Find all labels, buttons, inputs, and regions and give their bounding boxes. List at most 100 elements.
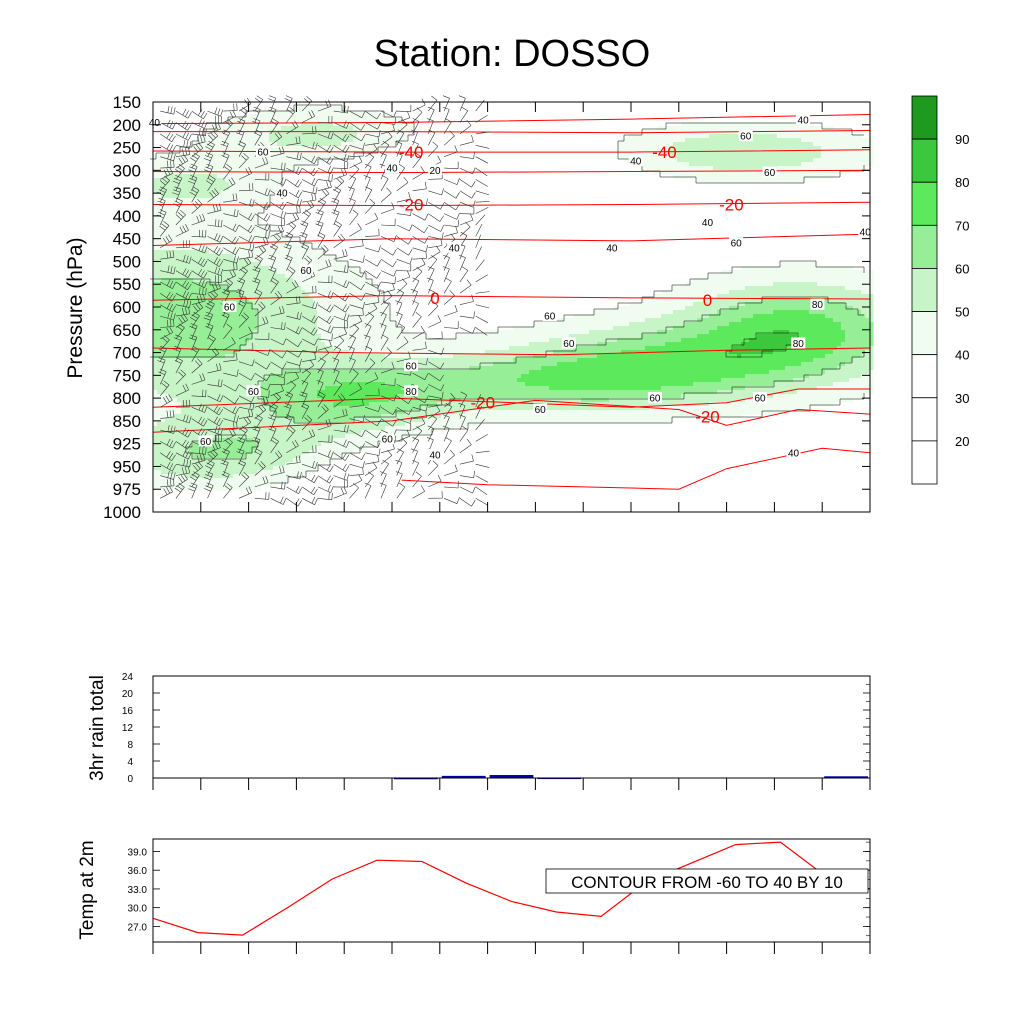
humidity-cell [333, 298, 338, 303]
humidity-cell [225, 458, 230, 463]
humidity-cell [177, 442, 182, 447]
humidity-cell [257, 246, 262, 251]
humidity-cell [165, 274, 170, 279]
humidity-cell [289, 434, 294, 439]
humidity-cell [233, 238, 238, 243]
humidity-cell [393, 414, 398, 419]
humidity-cell [333, 410, 338, 415]
humidity-cell [277, 430, 282, 435]
humidity-cell [245, 446, 250, 451]
humidity-cell [201, 470, 206, 475]
humidity-cell [225, 410, 230, 415]
humidity-cell [201, 370, 206, 375]
humidity-cell [293, 470, 298, 475]
humidity-cell [377, 434, 382, 439]
humidity-cell [169, 334, 174, 339]
humidity-cell [157, 302, 162, 307]
humidity-cell [261, 338, 266, 343]
humidity-cell [169, 214, 174, 219]
humidity-cell [193, 438, 198, 443]
humidity-cell [225, 266, 230, 271]
humidity-cell [281, 438, 286, 443]
humidity-cell [277, 422, 282, 427]
humidity-cell [201, 254, 206, 259]
humidity-cell [329, 366, 334, 371]
humidity-cell [281, 386, 286, 391]
humidity-cell [289, 122, 294, 127]
humidity-cell [357, 370, 362, 375]
humidity-cell [241, 374, 246, 379]
humidity-cell [333, 154, 338, 159]
humidity-cell [229, 310, 234, 315]
humidity-cell [245, 370, 250, 375]
humidity-cell [257, 114, 262, 119]
humidity-cell [269, 242, 274, 247]
humidity-cell [169, 354, 174, 359]
humidity-cell [161, 274, 166, 279]
humidity-cell [337, 434, 342, 439]
humidity-cell [173, 190, 178, 195]
humidity-cell [369, 402, 374, 407]
humidity-cell [289, 390, 294, 395]
humidity-cell [353, 306, 358, 311]
humidity-cell [233, 194, 238, 199]
humidity-cell [377, 382, 382, 387]
humidity-cell [261, 438, 266, 443]
humidity-cell [233, 478, 238, 483]
humidity-cell [153, 198, 158, 203]
humidity-cell [261, 414, 266, 419]
humidity-cell [233, 430, 238, 435]
humidity-cell [169, 254, 174, 259]
humidity-cell [365, 298, 370, 303]
humidity-cell [313, 278, 318, 283]
humidity-cell [209, 214, 214, 219]
humidity-cell [181, 178, 186, 183]
humidity-cell [177, 414, 182, 419]
humidity-cell [377, 322, 382, 327]
humidity-cell [161, 258, 166, 263]
humidity-cell [421, 366, 426, 371]
humidity-cell [285, 338, 290, 343]
humidity-cell [241, 150, 246, 155]
humidity-cell [325, 314, 330, 319]
humidity-cell [213, 350, 218, 355]
humidity-cell [313, 302, 318, 307]
humidity-cell [237, 362, 242, 367]
humidity-cell [265, 410, 270, 415]
humidity-cell [337, 126, 342, 131]
humidity-cell [341, 278, 346, 283]
humidity-cell [221, 230, 226, 235]
humidity-cell [285, 242, 290, 247]
humidity-cell [173, 214, 178, 219]
humidity-cell [185, 166, 190, 171]
humidity-cell [357, 414, 362, 419]
humidity-cell [197, 250, 202, 255]
humidity-cell [417, 378, 422, 383]
humidity-cell [325, 126, 330, 131]
humidity-cell [157, 226, 162, 231]
humidity-cell [249, 350, 254, 355]
humidity-cell [217, 282, 222, 287]
humidity-cell [277, 182, 282, 187]
humidity-cell [161, 366, 166, 371]
humidity-cell [221, 174, 226, 179]
humidity-cell [437, 418, 442, 423]
humidity-cell [361, 382, 366, 387]
humidity-cell [353, 406, 358, 411]
humidity-cell [157, 422, 162, 427]
humidity-cell [305, 150, 310, 155]
humidity-cell [241, 358, 246, 363]
humidity-cell [337, 326, 342, 331]
humidity-cell [193, 398, 198, 403]
humidity-cell [213, 322, 218, 327]
humidity-cell [417, 366, 422, 371]
humidity-cell [249, 454, 254, 459]
humidity-cell [201, 234, 206, 239]
humidity-cell [297, 310, 302, 315]
humidity-cell [333, 338, 338, 343]
humidity-cell [281, 138, 286, 143]
humidity-cell [205, 206, 210, 211]
humidity-cell [209, 282, 214, 287]
humidity-cell [213, 226, 218, 231]
humidity-cell [169, 370, 174, 375]
